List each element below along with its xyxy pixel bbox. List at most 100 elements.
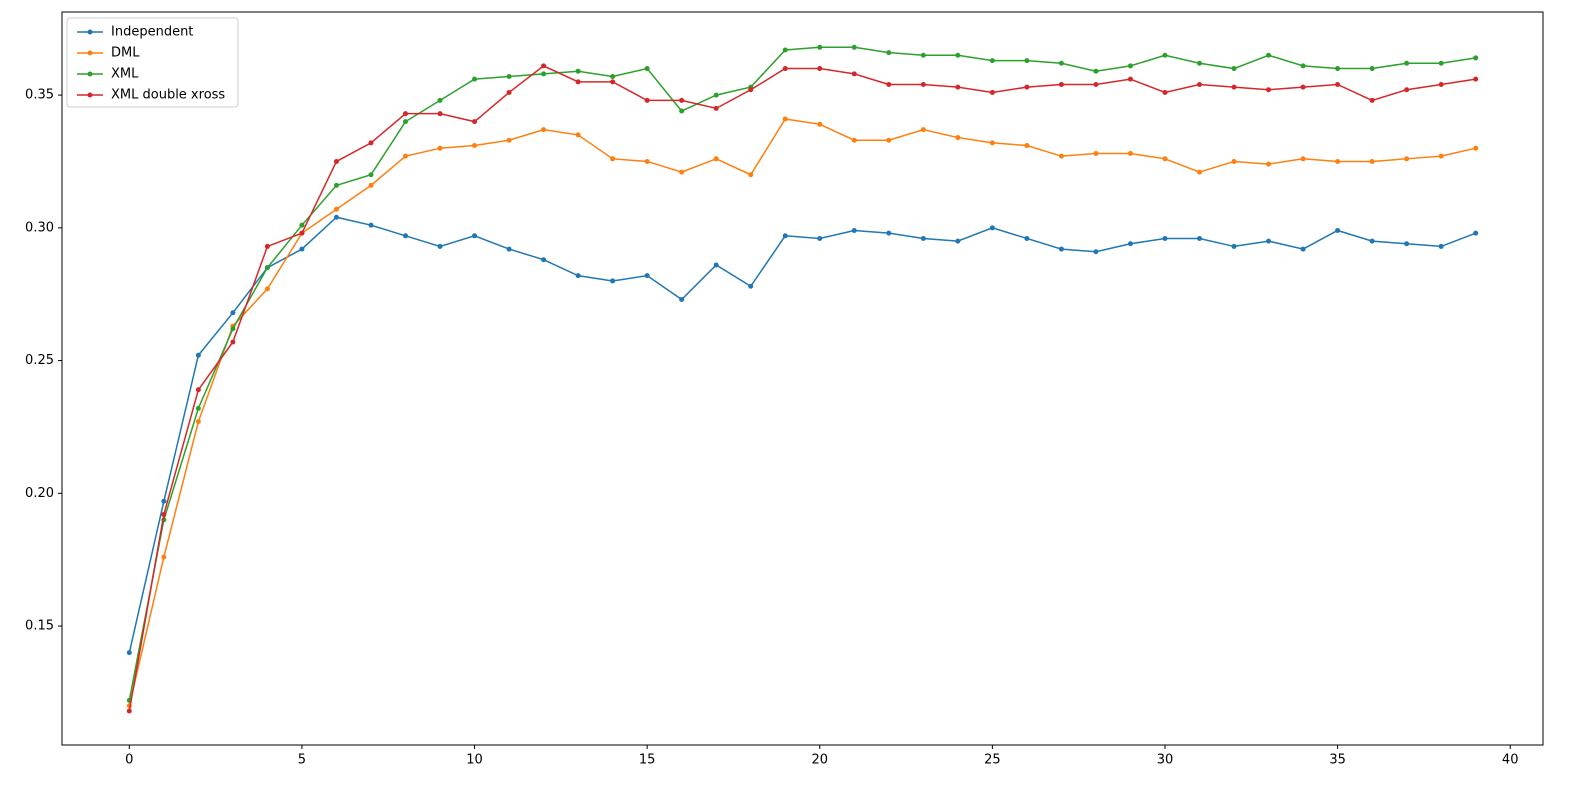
legend-label: Independent	[111, 25, 193, 40]
point	[541, 127, 547, 133]
point	[1438, 81, 1444, 87]
point	[1024, 84, 1030, 90]
point	[644, 97, 650, 103]
point	[748, 87, 754, 93]
point	[817, 66, 823, 72]
point	[126, 650, 132, 656]
x-tick-label: 20	[811, 753, 828, 768]
point	[575, 273, 581, 279]
point	[851, 44, 857, 50]
point	[541, 257, 547, 263]
point	[1300, 84, 1306, 90]
point	[782, 66, 788, 72]
point	[1300, 156, 1306, 162]
point	[368, 172, 374, 178]
point	[955, 135, 961, 141]
point	[817, 44, 823, 50]
point	[195, 405, 201, 411]
point	[1369, 97, 1375, 103]
point	[368, 222, 374, 228]
point	[333, 182, 339, 188]
point	[230, 326, 236, 332]
series-line	[128, 46, 1476, 701]
point	[506, 137, 512, 143]
point	[955, 84, 961, 90]
legend-box	[66, 17, 239, 108]
point	[541, 71, 547, 77]
point	[1197, 235, 1203, 241]
point	[679, 169, 685, 175]
point	[1127, 241, 1133, 247]
point	[333, 158, 339, 164]
point	[644, 158, 650, 164]
legend-label: XML	[111, 67, 139, 82]
point	[782, 233, 788, 239]
point	[748, 172, 754, 178]
point	[989, 89, 995, 95]
point	[506, 89, 512, 95]
point	[1162, 235, 1168, 241]
point	[472, 76, 478, 82]
point	[679, 297, 685, 303]
point	[748, 283, 754, 289]
point	[713, 105, 719, 111]
point	[1266, 87, 1272, 93]
point	[402, 153, 408, 159]
point	[610, 156, 616, 162]
y-tick-label: 0.20	[25, 486, 54, 501]
point	[1024, 235, 1030, 241]
point	[368, 182, 374, 188]
point	[1162, 89, 1168, 95]
point	[1231, 158, 1237, 164]
x-tick-label: 10	[466, 753, 483, 768]
point	[782, 116, 788, 122]
legend: Independent DML XML XML double xross	[66, 17, 239, 108]
point	[402, 233, 408, 239]
point	[610, 278, 616, 284]
x-tick-label: 5	[298, 753, 306, 768]
point	[1127, 151, 1133, 157]
point	[955, 238, 961, 244]
point	[1300, 63, 1306, 69]
point	[264, 265, 270, 271]
point	[1266, 238, 1272, 244]
point	[1162, 52, 1168, 58]
point	[1473, 76, 1479, 82]
point	[989, 140, 995, 146]
point	[161, 498, 167, 504]
y-tick-label: 0.30	[25, 220, 54, 235]
point	[1438, 60, 1444, 66]
point	[299, 246, 305, 252]
x-tick-label: 0	[125, 753, 133, 768]
point	[1093, 81, 1099, 87]
y-tick-label: 0.25	[25, 353, 54, 368]
point	[472, 119, 478, 125]
point	[1369, 238, 1375, 244]
point	[886, 50, 892, 56]
point	[817, 235, 823, 241]
x-tick-label: 25	[984, 753, 1001, 768]
point	[817, 121, 823, 127]
point	[437, 111, 443, 117]
point	[472, 143, 478, 149]
point	[1093, 151, 1099, 157]
point	[299, 222, 305, 228]
plot-frame	[61, 11, 1544, 746]
point	[402, 119, 408, 125]
point	[1369, 158, 1375, 164]
point	[782, 47, 788, 53]
point	[1058, 153, 1064, 159]
x-tick-label: 40	[1502, 753, 1519, 768]
point	[195, 419, 201, 425]
point	[610, 79, 616, 85]
point	[1231, 66, 1237, 72]
point	[437, 97, 443, 103]
point	[1300, 246, 1306, 252]
x-tick-label: 35	[1329, 753, 1346, 768]
point	[886, 81, 892, 87]
point	[1024, 58, 1030, 64]
legend-marker	[87, 71, 93, 77]
point	[1197, 169, 1203, 175]
x-tick-label: 15	[639, 753, 656, 768]
